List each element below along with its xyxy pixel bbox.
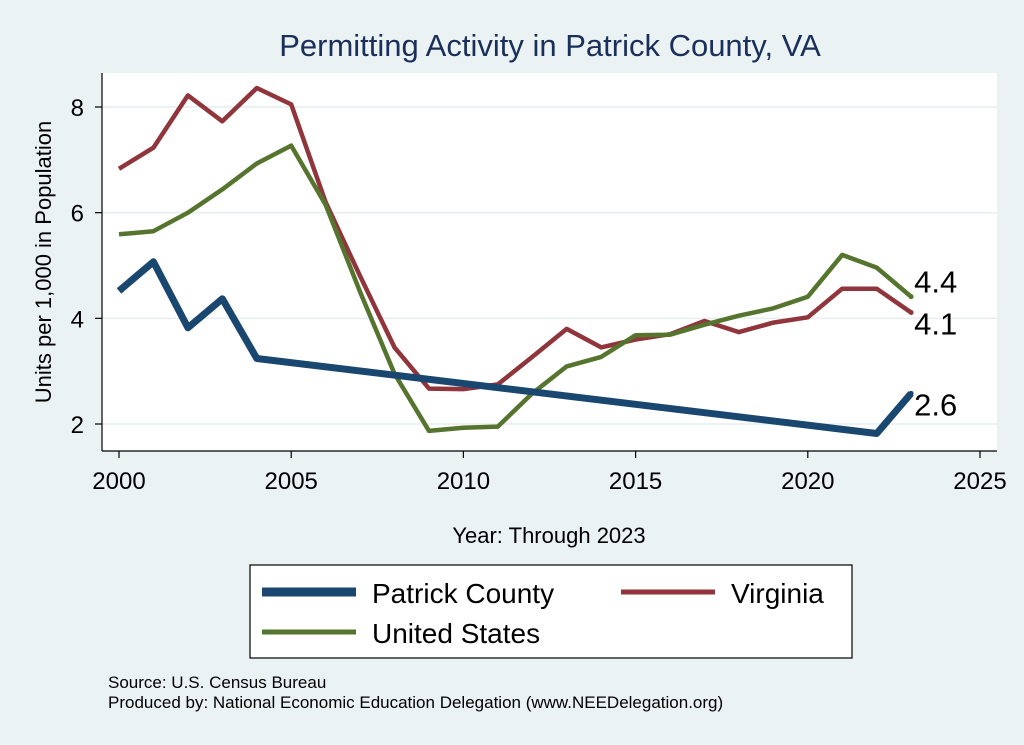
- end-label-united-states: 4.4: [914, 265, 957, 300]
- y-tick-label-2: 2: [71, 412, 84, 439]
- end-marker-patrick-county: [908, 390, 914, 396]
- gridlines: [102, 106, 997, 425]
- x-axis-label: Year: Through 2023: [452, 523, 645, 548]
- end-marker-virginia: [908, 310, 914, 316]
- legend-label-patrick-county: Patrick County: [372, 578, 554, 609]
- series-line-patrick-county: [116, 258, 914, 437]
- end-value-labels: 2.6 4.1 4.4: [908, 265, 957, 422]
- chart-title: Permitting Activity in Patrick County, V…: [279, 28, 821, 63]
- legend-label-virginia: Virginia: [731, 578, 824, 609]
- source-line: Source: U.S. Census Bureau: [108, 673, 326, 692]
- y-tick-label-8: 8: [71, 95, 84, 122]
- y-tick-label-4: 4: [71, 306, 84, 333]
- y-tick-label-6: 6: [71, 201, 84, 228]
- y-axis-label: Units per 1,000 in Population: [31, 121, 56, 404]
- x-tick-label-2015: 2015: [609, 468, 662, 495]
- legend-label-united-states: United States: [372, 618, 540, 649]
- x-axis-ticks: 2000 2005 2010 2015 2020 2025: [92, 451, 1007, 495]
- y-axis-ticks: 2 4 6 8: [71, 95, 102, 439]
- end-label-virginia: 4.1: [914, 307, 957, 342]
- x-tick-label-2010: 2010: [437, 468, 490, 495]
- x-tick-label-2005: 2005: [265, 468, 318, 495]
- end-marker-united-states: [908, 294, 914, 300]
- x-tick-label-2025: 2025: [953, 468, 1006, 495]
- x-tick-label-2020: 2020: [781, 468, 834, 495]
- x-tick-label-2000: 2000: [92, 468, 145, 495]
- end-label-patrick-county: 2.6: [914, 387, 957, 422]
- series-line-virginia: [117, 85, 913, 392]
- plot-area: [102, 73, 997, 451]
- producer-line: Produced by: National Economic Education…: [108, 693, 723, 712]
- series-lines: [116, 85, 914, 437]
- legend-box: [249, 564, 853, 659]
- series-line-united-states: [118, 143, 913, 434]
